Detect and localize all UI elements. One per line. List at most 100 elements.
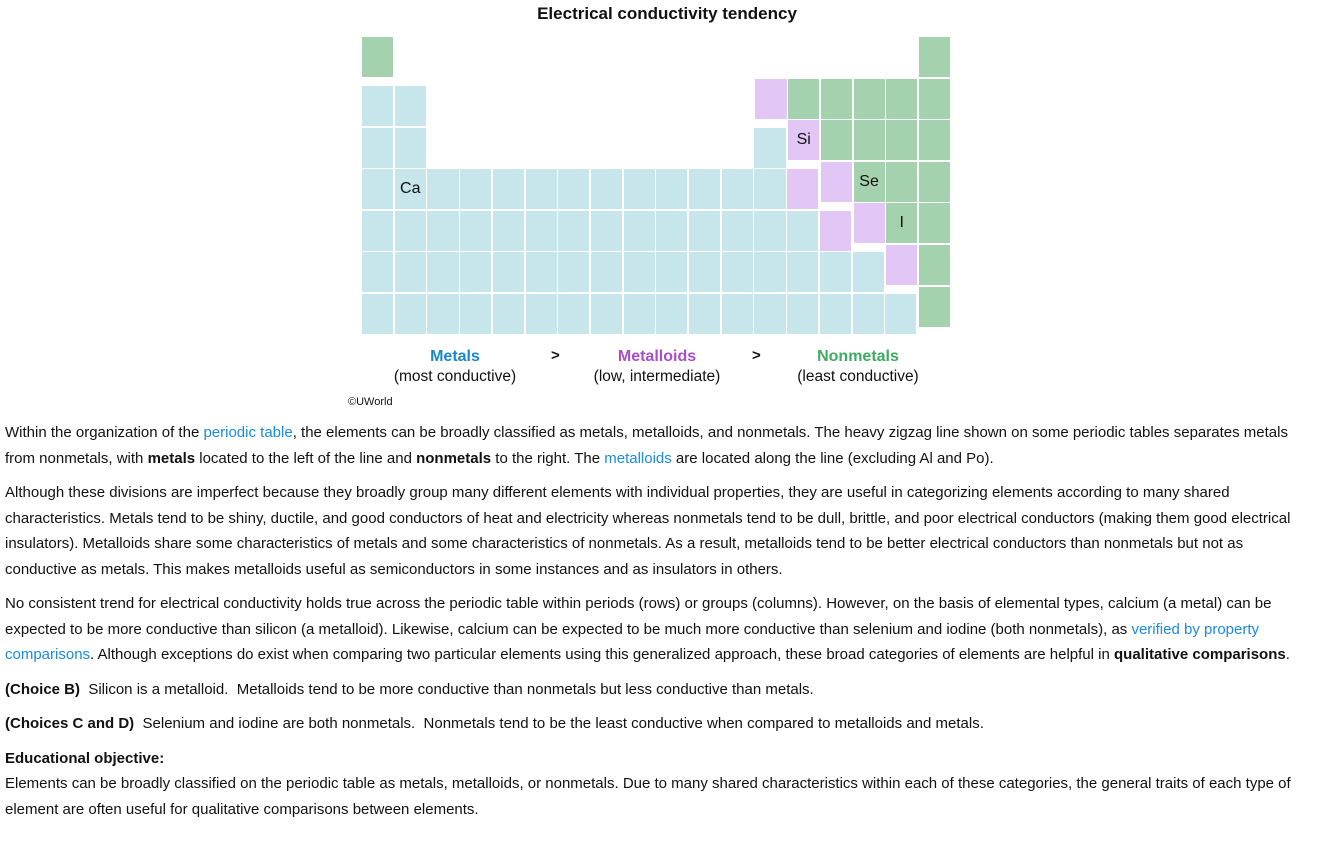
- metal-cell: [460, 210, 492, 251]
- choice-b-explanation: (Choice B) Silicon is a metalloid. Metal…: [5, 677, 1315, 703]
- legend-metalloids: Metalloids (low, intermediate): [547, 347, 767, 387]
- metal-cell: [656, 169, 688, 210]
- bold-text: metals: [147, 449, 196, 467]
- legend-metalloids-name: Metalloids: [617, 348, 697, 365]
- text: No consistent trend for electrical condu…: [5, 595, 1272, 638]
- legend-metalloids-desc: (low, intermediate): [593, 368, 721, 385]
- text: . Although exceptions do exist when comp…: [90, 646, 1114, 663]
- metal-cell: [362, 210, 394, 251]
- metal-cell: [754, 169, 786, 210]
- legend-nonmetals-name: Nonmetals: [817, 348, 899, 365]
- metal-cell: [656, 252, 688, 293]
- nonmetal-cell: [918, 286, 951, 327]
- metal-cell: [460, 294, 492, 335]
- metal-cell: [721, 210, 753, 251]
- greater-than-sign: >: [752, 347, 761, 364]
- metal-cell: [394, 86, 426, 127]
- copyright: ©UWorld: [348, 396, 393, 408]
- metal-cell: [656, 210, 688, 251]
- metal-cell: [394, 252, 426, 293]
- objective-text: Elements can be broadly classified on th…: [5, 775, 1291, 818]
- metal-cell: [623, 210, 655, 251]
- metal-cell: [558, 210, 590, 251]
- metal-cell: [590, 210, 623, 251]
- metal-cell: [427, 210, 459, 251]
- metal-cell: [754, 252, 786, 293]
- bold-text: nonmetals: [416, 449, 492, 467]
- nonmetal-cell: [918, 161, 951, 202]
- greater-than-sign: >: [551, 347, 560, 364]
- metal-cell: [394, 127, 426, 168]
- metal-cell: [787, 294, 819, 335]
- nonmetal-cell: [853, 120, 885, 161]
- metal-cell: [754, 127, 786, 168]
- legend-nonmetals: Nonmetals (least conductive): [748, 347, 968, 387]
- metal-cell: [590, 252, 623, 293]
- property-comparisons-link[interactable]: verified by property comparisons: [5, 620, 1260, 664]
- metal-cell: [623, 252, 655, 293]
- nonmetal-cell: [853, 78, 885, 119]
- metal-cell: [689, 169, 721, 210]
- nonmetal-cell: [886, 161, 918, 202]
- nonmetal-cell: [918, 245, 951, 286]
- choice-label: (Choice B): [5, 680, 80, 698]
- metal-cell: [427, 252, 459, 293]
- metal-cell: [492, 210, 524, 251]
- metal-cell: [558, 252, 590, 293]
- metal-cell: [623, 294, 655, 335]
- metalloid-cell: [886, 245, 918, 286]
- bold-text: qualitative comparisons: [1114, 646, 1286, 663]
- nonmetal-cell: [362, 37, 394, 78]
- text: , the elements can be broadly classified…: [5, 424, 1288, 467]
- metal-cell: [623, 169, 655, 210]
- metal-cell: [721, 169, 753, 210]
- metalloids-link[interactable]: metalloids: [604, 449, 672, 467]
- choice-cd-explanation: (Choices C and D) Selenium and iodine ar…: [5, 711, 1315, 737]
- metalloid-cell: [819, 210, 851, 251]
- metal-cell: [787, 210, 819, 251]
- objective: Educational objective: Elements can be br…: [5, 746, 1315, 823]
- metalloid-cell: [755, 78, 787, 119]
- nonmetal-cell: [788, 78, 820, 119]
- periodic-table-link[interactable]: periodic table: [203, 424, 293, 441]
- nonmetal-cell: [918, 78, 951, 119]
- metal-cell: [885, 294, 917, 335]
- nonmetal-cell: [918, 120, 951, 161]
- nonmetal-cell: [918, 203, 951, 244]
- metal-cell: [492, 294, 524, 335]
- text: are located along the line (excluding Al…: [671, 449, 994, 467]
- metalloid-cell: [820, 161, 852, 202]
- metal-cell: [362, 169, 394, 210]
- metal-cell: [525, 169, 557, 210]
- metal-cell: [819, 294, 851, 335]
- metalloid-cell: [787, 169, 819, 210]
- element-se: Se: [853, 161, 885, 202]
- conductivity-figure: Electrical conductivity tendency Si Ca Se I…: [0, 0, 1323, 415]
- legend-nonmetals-desc: (least conductive): [797, 368, 919, 385]
- text: .: [1285, 646, 1290, 663]
- explanation: Within the organization of the periodic …: [5, 420, 1315, 822]
- metal-cell: [394, 294, 426, 335]
- metal-cell: [787, 252, 819, 293]
- nonmetal-cell: [820, 120, 852, 161]
- metal-cell: [427, 294, 459, 335]
- metal-cell: [427, 169, 459, 210]
- legend-metals-desc: (most conductive): [393, 368, 517, 385]
- metal-cell: [754, 210, 786, 251]
- metal-cell: [689, 294, 721, 335]
- metal-cell: [689, 210, 721, 251]
- legend-metals: Metals (most conductive): [345, 347, 565, 387]
- metal-cell: [590, 169, 623, 210]
- element-i: I: [886, 203, 918, 244]
- figure-title: Electrical conductivity tendency: [537, 4, 797, 23]
- metal-cell: [656, 294, 688, 335]
- text: located to the left of the line and: [195, 449, 417, 467]
- metal-cell: [754, 294, 786, 335]
- nonmetal-cell: [886, 78, 918, 119]
- nonmetal-cell: [886, 120, 918, 161]
- choice-label: (Choices C and D): [5, 715, 135, 732]
- metal-cell: [525, 252, 557, 293]
- paragraph: Within the organization of the periodic …: [5, 420, 1315, 471]
- metal-cell: [394, 210, 426, 251]
- metal-cell: [689, 252, 721, 293]
